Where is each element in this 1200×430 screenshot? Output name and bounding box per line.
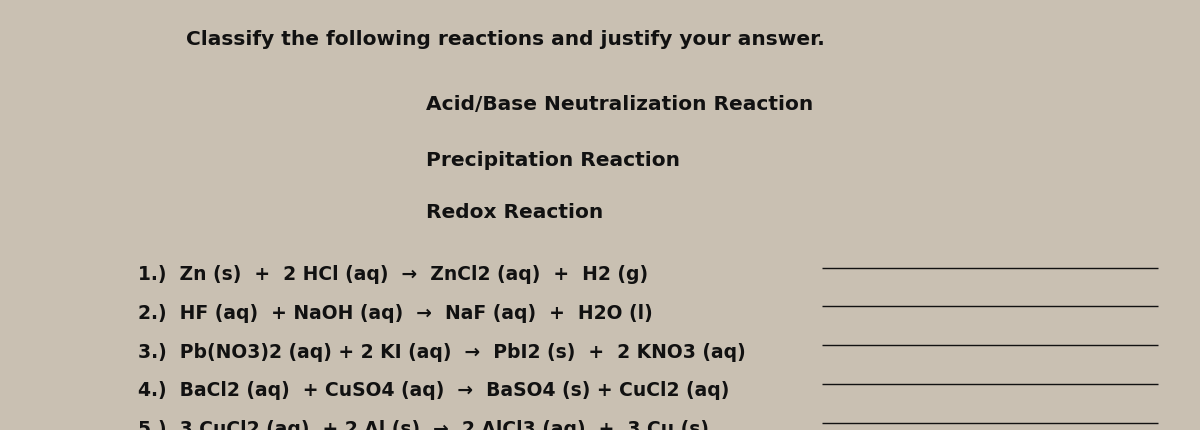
Text: 5.)  3 CuCl2 (aq)  + 2 Al (s)  →  2 AlCl3 (aq)  +  3 Cu (s): 5.) 3 CuCl2 (aq) + 2 Al (s) → 2 AlCl3 (a…	[138, 419, 709, 430]
Text: Classify the following reactions and justify your answer.: Classify the following reactions and jus…	[186, 30, 824, 49]
Text: Redox Reaction: Redox Reaction	[426, 202, 604, 221]
Text: 3.)  Pb(NO3)2 (aq) + 2 KI (aq)  →  PbI2 (s)  +  2 KNO3 (aq): 3.) Pb(NO3)2 (aq) + 2 KI (aq) → PbI2 (s)…	[138, 342, 745, 361]
Text: 2.)  HF (aq)  + NaOH (aq)  →  NaF (aq)  +  H2O (l): 2.) HF (aq) + NaOH (aq) → NaF (aq) + H2O…	[138, 303, 653, 322]
Text: 4.)  BaCl2 (aq)  + CuSO4 (aq)  →  BaSO4 (s) + CuCl2 (aq): 4.) BaCl2 (aq) + CuSO4 (aq) → BaSO4 (s) …	[138, 381, 730, 399]
Text: 1.)  Zn (s)  +  2 HCl (aq)  →  ZnCl2 (aq)  +  H2 (g): 1.) Zn (s) + 2 HCl (aq) → ZnCl2 (aq) + H…	[138, 264, 648, 283]
Text: Acid/Base Neutralization Reaction: Acid/Base Neutralization Reaction	[426, 95, 814, 114]
Text: Precipitation Reaction: Precipitation Reaction	[426, 150, 680, 169]
